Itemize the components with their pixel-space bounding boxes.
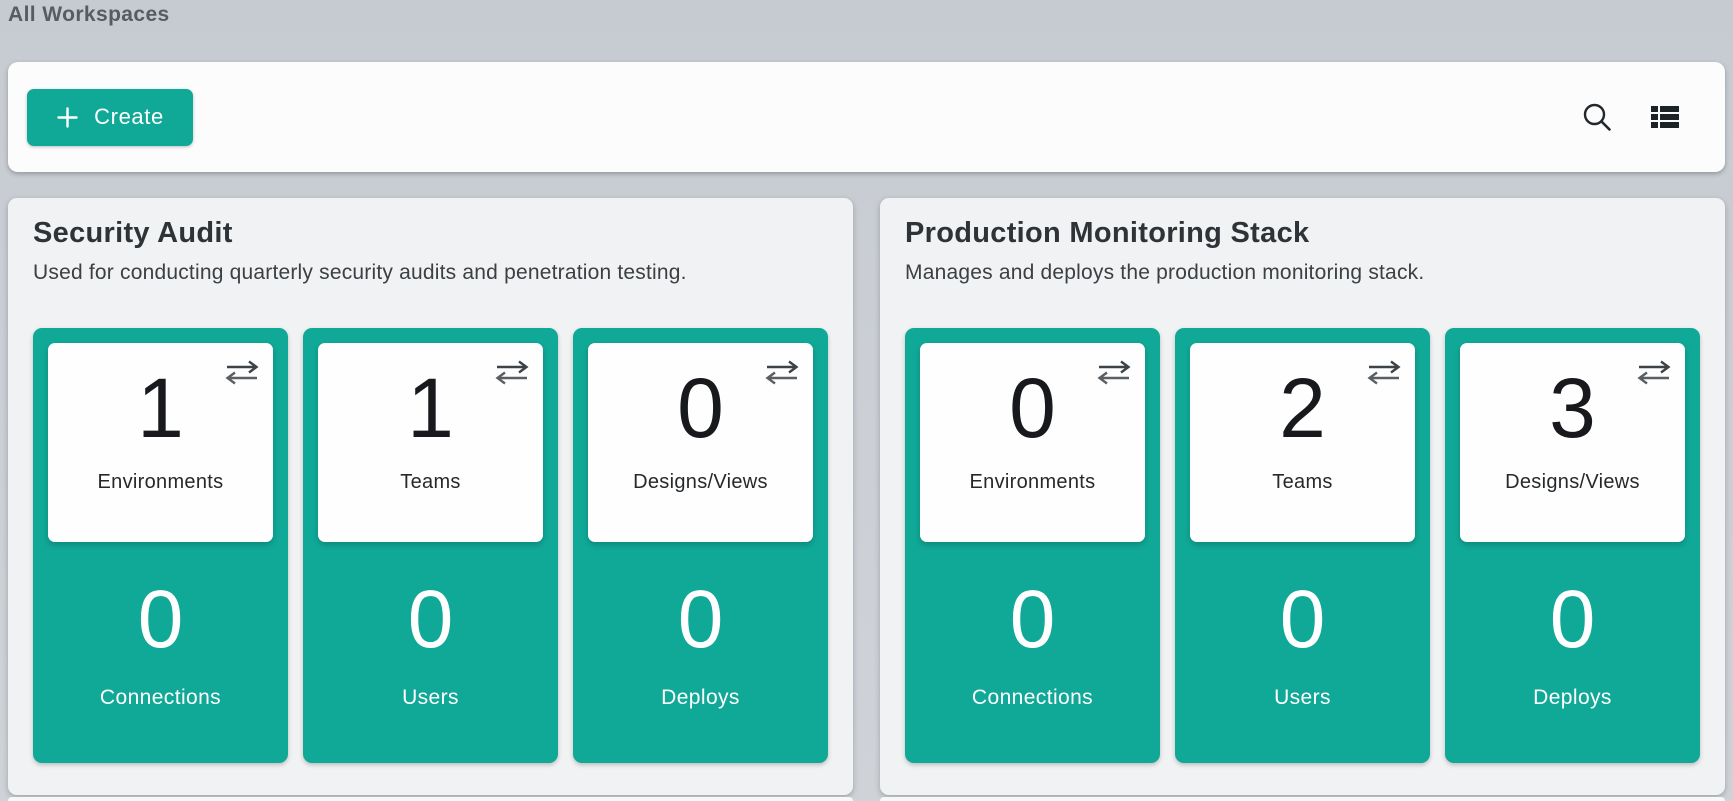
workspace-title: Security Audit	[33, 217, 233, 249]
toolbar: Create	[8, 62, 1725, 172]
plus-icon	[56, 106, 79, 129]
stat-column-designs-views[interactable]: 3 Designs/Views 0 Deploys	[1445, 328, 1700, 763]
workspace-description: Manages and deploys the production monit…	[905, 261, 1425, 284]
view-list-icon[interactable]	[1649, 103, 1681, 131]
stat-bottom-panel: 0 Connections	[48, 542, 273, 748]
stat-column-designs-views[interactable]: 0 Designs/Views 0 Deploys	[573, 328, 828, 763]
workspace-title: Production Monitoring Stack	[905, 217, 1310, 249]
stat-bottom-label: Connections	[971, 686, 1094, 709]
stat-bottom-panel: 0 Connections	[920, 542, 1145, 748]
swap-arrows-icon[interactable]	[224, 360, 260, 390]
stat-column-environments[interactable]: 0 Environments 0 Connections	[905, 328, 1160, 763]
next-row-card-edge	[8, 797, 853, 801]
toolbar-actions	[1581, 101, 1681, 133]
stat-label: Designs/Views	[633, 471, 768, 493]
stat-top-panel: 1 Environments	[48, 343, 273, 542]
stat-bottom-label: Users	[1274, 686, 1331, 709]
stat-bottom-panel: 0 Deploys	[1460, 542, 1685, 748]
stat-bottom-value: 0	[1009, 574, 1056, 665]
stat-top-panel: 3 Designs/Views	[1460, 343, 1685, 542]
stat-bottom-label: Users	[402, 686, 459, 709]
stats-row: 0 Environments 0 Connections 2 Teams	[905, 328, 1700, 763]
stat-bottom-value: 0	[1279, 574, 1326, 665]
stat-bottom-label: Connections	[99, 686, 222, 709]
stat-column-teams[interactable]: 2 Teams 0 Users	[1175, 328, 1430, 763]
create-button-label: Create	[94, 104, 164, 129]
stat-value: 1	[407, 361, 454, 455]
swap-arrows-icon[interactable]	[1096, 360, 1132, 390]
stat-bottom-value: 0	[137, 574, 184, 665]
stat-column-environments[interactable]: 1 Environments 0 Connections	[33, 328, 288, 763]
create-button[interactable]: Create	[27, 88, 193, 146]
stat-value: 3	[1549, 361, 1596, 455]
stat-value: 0	[677, 361, 724, 455]
stat-bottom-panel: 0 Deploys	[588, 542, 813, 748]
workspace-description: Used for conducting quarterly security a…	[33, 261, 687, 284]
stat-column-teams[interactable]: 1 Teams 0 Users	[303, 328, 558, 763]
stat-label: Environments	[97, 471, 224, 493]
workspace-card-security-audit[interactable]: Security Audit Used for conducting quart…	[8, 198, 853, 795]
stat-top-panel: 0 Designs/Views	[588, 343, 813, 542]
stat-value: 1	[137, 361, 184, 455]
stat-label: Teams	[400, 471, 461, 493]
stat-top-panel: 2 Teams	[1190, 343, 1415, 542]
stat-bottom-value: 0	[677, 574, 724, 665]
stat-bottom-value: 0	[1549, 574, 1596, 665]
search-icon[interactable]	[1581, 101, 1613, 133]
workspace-card-production-monitoring-stack[interactable]: Production Monitoring Stack Manages and …	[880, 198, 1725, 795]
stat-top-panel: 1 Teams	[318, 343, 543, 542]
stat-bottom-panel: 0 Users	[1190, 542, 1415, 748]
swap-arrows-icon[interactable]	[1636, 360, 1672, 390]
stat-bottom-value: 0	[407, 574, 454, 665]
stat-top-panel: 0 Environments	[920, 343, 1145, 542]
stat-label: Teams	[1272, 471, 1333, 493]
stat-bottom-label: Deploys	[1533, 686, 1612, 709]
stat-label: Designs/Views	[1505, 471, 1640, 493]
swap-arrows-icon[interactable]	[764, 360, 800, 390]
stat-bottom-label: Deploys	[661, 686, 740, 709]
stats-row: 1 Environments 0 Connections 1 Teams	[33, 328, 828, 763]
stat-value: 0	[1009, 361, 1056, 455]
swap-arrows-icon[interactable]	[494, 360, 530, 390]
page-title: All Workspaces	[8, 3, 170, 26]
swap-arrows-icon[interactable]	[1366, 360, 1402, 390]
stat-bottom-panel: 0 Users	[318, 542, 543, 748]
next-row-card-edge	[880, 797, 1725, 801]
stat-value: 2	[1279, 361, 1326, 455]
stat-label: Environments	[969, 471, 1096, 493]
